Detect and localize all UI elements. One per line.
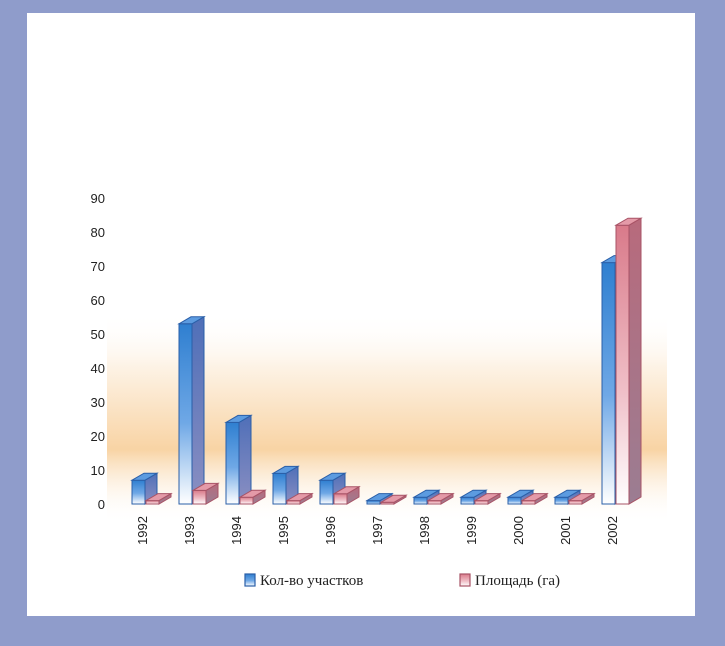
bar-series1-1994-top <box>224 414 253 423</box>
bar-series1-1996-front <box>319 479 334 505</box>
bar-series2-1996 <box>332 485 361 505</box>
bar-series2-1998 <box>426 492 455 505</box>
y-tick-label: 60 <box>91 293 105 308</box>
bar-series2-1994-front <box>239 496 254 505</box>
bar-series1-1997 <box>365 492 394 505</box>
x-tick-label: 1996 <box>323 516 338 545</box>
bar-series2-2002-side <box>628 217 642 505</box>
bar-series2-1995-top <box>285 493 314 502</box>
bar-series1-1992 <box>130 472 159 505</box>
legend-label: Площадь (га) <box>475 573 560 589</box>
y-tick-label: 30 <box>91 395 105 410</box>
legend-item-series1: Кол-во участков <box>244 573 363 589</box>
bar-series2-2000-top <box>520 493 549 502</box>
bar-series2-2001-front <box>568 500 583 505</box>
bar-series1-1993 <box>177 315 206 505</box>
bar-series1-1995-top <box>271 465 300 474</box>
bar-chart: 0 10 20 30 40 50 60 70 80 90 1992 1993 1994 1995 1996… <box>91 191 667 589</box>
y-tick-label: 0 <box>98 497 105 512</box>
bar-series1-1993-side <box>191 315 205 505</box>
bar-series2-1997 <box>379 494 408 505</box>
legend-swatch <box>244 573 256 587</box>
x-tick-label: 1993 <box>182 516 197 545</box>
legend-item-series2: Площадь (га) <box>459 573 560 589</box>
bar-series1-1994 <box>224 414 253 505</box>
bar-series2-1999-top <box>473 493 502 502</box>
bar-series2-1999-front <box>474 500 489 505</box>
bar-series1-1992-top <box>130 472 159 481</box>
bar-series1-2000-front <box>507 496 522 505</box>
bar-series2-2002 <box>614 217 643 505</box>
y-tick-label: 10 <box>91 463 105 478</box>
bar-series2-1997-top <box>379 494 408 503</box>
x-tick-label: 1998 <box>417 516 432 545</box>
bar-series1-2002-front <box>601 262 616 505</box>
bar-series2-1992 <box>144 492 173 505</box>
bar-series1-1994-side <box>238 414 252 505</box>
bar-series1-1996-top <box>318 472 347 481</box>
bar-series1-1999-top <box>459 489 488 498</box>
bar-series2-1993 <box>191 482 220 505</box>
legend-swatch <box>459 573 471 587</box>
bar-series1-2000-top <box>506 489 535 498</box>
x-tick-label: 1994 <box>229 516 244 545</box>
bar-series2-2001-top <box>567 493 596 502</box>
bar-series2-1998-top <box>426 493 455 502</box>
bar-series1-1998-front <box>413 496 428 505</box>
y-tick-label: 70 <box>91 259 105 274</box>
bar-series1-2001-top <box>553 489 582 498</box>
bar-series2-1992-top <box>144 493 173 502</box>
bar-series1-1997-top <box>365 493 394 502</box>
bar-series2-2000-front <box>521 500 536 505</box>
bar-series2-1992-front <box>145 500 160 505</box>
legend-label: Кол-во участков <box>260 573 363 589</box>
x-tick-label: 2002 <box>605 516 620 545</box>
bar-series1-1995 <box>271 465 300 505</box>
bar-series2-1995-front <box>286 500 301 505</box>
x-tick-label: 1999 <box>464 516 479 545</box>
y-tick-label: 90 <box>91 191 105 206</box>
bar-series2-1993-front <box>192 489 207 505</box>
bar-series1-1992-front <box>131 479 146 505</box>
bar-series2-1996-top <box>332 486 361 495</box>
bar-series1-1999-front <box>460 496 475 505</box>
bar-series2-2002-top <box>614 217 643 226</box>
bar-series2-1995 <box>285 492 314 505</box>
y-tick-label: 80 <box>91 225 105 240</box>
x-tick-label: 2000 <box>511 516 526 545</box>
bar-series1-2001-front <box>554 496 569 505</box>
bar-series1-1994-front <box>225 421 240 505</box>
bar-series2-2002-front <box>615 224 630 505</box>
bar-series2-1994-top <box>238 489 267 498</box>
bar-series1-1995-front <box>272 472 287 505</box>
y-tick-label: 40 <box>91 361 105 376</box>
chart-panel: 0 10 20 30 40 50 60 70 80 90 1992 1993 1994 1995 1996… <box>27 13 695 616</box>
bar-series1-1998-top <box>412 489 441 498</box>
x-tick-label: 1997 <box>370 516 385 545</box>
bar-series1-1997-front <box>366 500 381 505</box>
bar-series2-1994 <box>238 489 267 505</box>
x-tick-label: 2001 <box>558 516 573 545</box>
bar-series2-1993-top <box>191 482 220 491</box>
bar-series1-1993-top <box>177 316 206 325</box>
x-tick-label: 1992 <box>135 516 150 545</box>
bar-series1-1993-front <box>178 323 193 505</box>
bar-series2-2000 <box>520 492 549 505</box>
y-tick-label: 20 <box>91 429 105 444</box>
x-tick-label: 1995 <box>276 516 291 545</box>
bar-series2-1996-front <box>333 493 348 505</box>
bar-series2-1998-front <box>427 500 442 505</box>
bar-series2-2001 <box>567 492 596 505</box>
y-tick-label: 50 <box>91 327 105 342</box>
bar-series2-1999 <box>473 492 502 505</box>
